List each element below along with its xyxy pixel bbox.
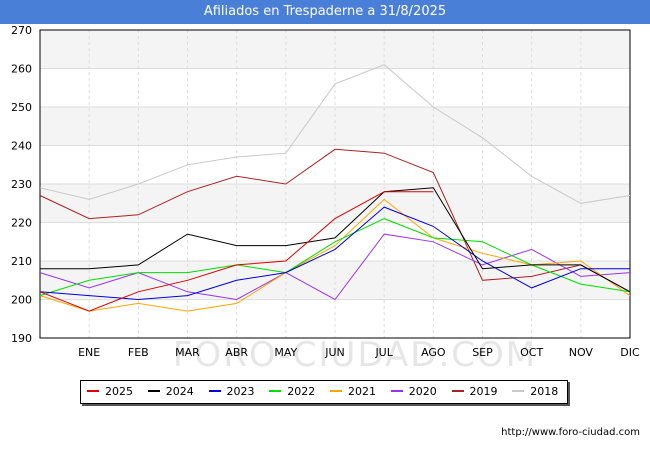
legend-label: 2023 [226, 385, 255, 398]
legend-label: 2025 [105, 385, 133, 398]
y-tick-label: 260 [11, 63, 32, 76]
y-tick-label: 220 [11, 217, 32, 230]
legend: 2025 2024 2023 2022 2021 2020 2019 2018 [80, 380, 568, 404]
legend-item-2020: 2020 [390, 381, 437, 403]
x-tick-label: JUN [324, 346, 345, 359]
y-tick-label: 270 [11, 24, 32, 37]
legend-label: 2020 [408, 385, 437, 398]
x-tick-label: MAY [274, 346, 297, 359]
series-line-2023 [39, 206, 630, 301]
legend-swatch [330, 390, 342, 392]
x-tick-label: ABR [225, 346, 248, 359]
x-tick-label: MAR [175, 346, 200, 359]
legend-label: 2024 [165, 385, 194, 398]
legend-swatch [269, 390, 282, 392]
y-tick-label: 250 [11, 101, 32, 114]
legend-label: 2018 [530, 385, 559, 398]
plot-frame [39, 29, 631, 339]
x-tick-label: DIC [620, 346, 640, 359]
series-line-2018 [39, 64, 631, 204]
legend-label: 2022 [287, 385, 316, 398]
x-tick-label: ENE [78, 346, 100, 359]
legend-swatch [147, 390, 160, 392]
source-credit[interactable]: http://www.foro-ciudad.com [501, 427, 640, 438]
legend-swatch [87, 390, 99, 392]
series-line-2019 [39, 148, 631, 293]
y-tick-label: 230 [11, 178, 32, 191]
y-tick-label: 190 [11, 332, 32, 345]
grid-band [40, 261, 630, 300]
series-line-2025 [39, 191, 434, 312]
x-tick-label: OCT [520, 346, 543, 359]
legend-item-2022: 2022 [269, 381, 315, 403]
legend-item-2019: 2019 [451, 381, 498, 403]
legend-item-2024: 2024 [147, 381, 194, 403]
x-tick-label: FEB [128, 346, 149, 359]
legend-label: 2021 [348, 385, 376, 398]
legend-swatch [208, 390, 221, 392]
title-bar [0, 0, 650, 24]
legend-item-2025: 2025 [87, 381, 133, 403]
legend-swatch [451, 390, 464, 392]
series-line-2024 [40, 187, 631, 293]
y-tick-label: 210 [11, 255, 32, 268]
y-tick-label: 200 [11, 294, 32, 307]
legend-item-2021: 2021 [330, 381, 376, 403]
legend-item-2018: 2018 [512, 381, 558, 403]
chart-title: Afiliados en Trespaderne a 31/8/2025 [203, 4, 447, 19]
watermark: FORO-CIUDAD.COM [173, 335, 537, 375]
x-tick-label: SEP [472, 346, 493, 359]
x-tick-label: AGO [421, 346, 446, 359]
x-tick-label: NOV [569, 346, 594, 359]
legend-item-2023: 2023 [208, 381, 255, 403]
x-tick-label: JUL [374, 346, 393, 359]
legend-swatch [512, 390, 525, 392]
y-tick-label: 240 [11, 140, 32, 153]
legend-label: 2019 [469, 385, 498, 398]
legend-swatch [390, 390, 403, 392]
